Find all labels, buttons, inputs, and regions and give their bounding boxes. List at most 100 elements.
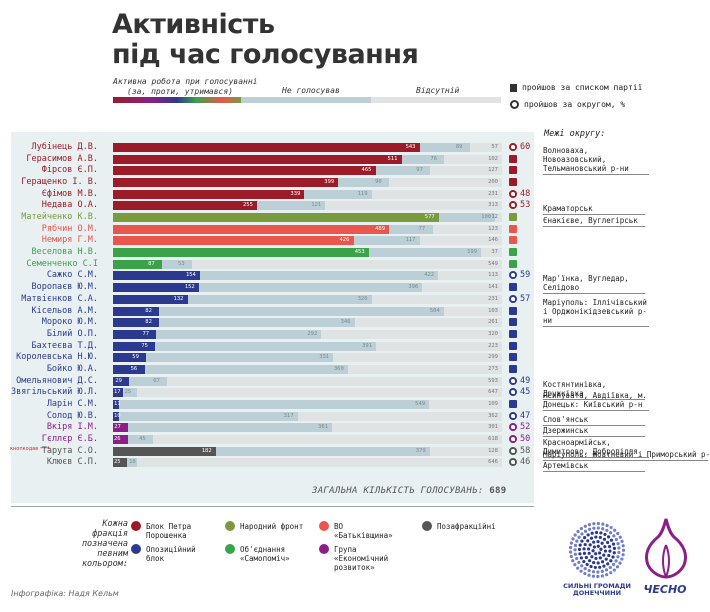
legend-district-mandate-label: пройшов за округом, % [524,100,626,109]
absent-segment [389,178,502,188]
absent-value: 647 [488,389,498,396]
annotation-button-presser: кнопкодав ⟶ [10,444,50,452]
faction-color-dot [131,544,141,554]
not-voting-value: 549 [415,400,426,407]
deputy-name: Немиря Г.М. [41,235,98,246]
absent-segment [136,388,502,398]
absent-value: 123 [488,225,498,232]
not-voting-segment [199,271,439,281]
active-value: 87 [148,260,155,267]
not-voting-segment [162,259,193,269]
title-line-1: Активність [112,9,275,40]
absent-value: 109 [488,400,498,407]
vote-bar: 132 326 231 [113,294,502,304]
active-value: 82 [145,307,152,314]
faction-color-dot [225,521,235,531]
vote-bar: 543 89 57 [113,143,502,152]
vote-bar: 426 117 146 [113,236,502,246]
bottom-divider [11,506,534,507]
district-mandate-icon [509,294,517,303]
vote-bar: 11 549 109 [113,399,502,409]
not-voting-value: 326 [357,295,368,302]
deputy-row: Бойко Ю.А. 56 360 273 [0,364,535,375]
deputy-row: Геращенко І. В. 399 90 200 [0,177,535,188]
deputy-name: Вкіря І.М. [46,422,98,433]
absent-value: 646 [488,459,498,466]
active-segment [113,353,147,363]
title-line-2: під час голосування [112,39,419,70]
district-label: Дзержинськ [543,426,645,438]
not-voting-value: 18 [129,459,136,466]
not-voting-value: 379 [415,447,426,454]
deputy-name: Королевська Н.Ю. [16,352,98,363]
absent-segment [321,329,502,339]
not-voting-segment [375,166,431,176]
faction-color-dot [319,544,329,554]
deputy-row: Рябчин О.М. 489 77 123 [0,224,535,235]
list-mandate-icon [509,341,517,350]
deputy-name: Білий О.П. [46,328,98,339]
district-percent: 60 [520,142,531,152]
faction-color-dot [319,521,329,531]
absent-value: 128 [488,447,498,454]
district-label: Волноваха, Новоазовський, Тельмановський… [543,146,649,175]
not-voting-segment [144,364,348,374]
vote-bar: 75 391 223 [113,341,502,351]
deputy-row: Недава О.А. 255 121 313 53 [0,200,535,211]
district-percent: 57 [520,293,531,304]
deputy-row: Солод Ю.В. 10 317 362 47 [0,411,535,422]
absent-value: 320 [488,330,498,337]
deputy-name: Клюєв С.П. [46,457,98,468]
deputy-row: Звягільський Ю.Л. 17 25 647 45 [0,387,535,398]
list-mandate-icon [509,178,517,187]
absent-segment [438,271,502,281]
absent-value: 141 [488,284,498,291]
deputy-name: Воропаєв Ю.М. [31,282,98,293]
not-voting-segment [127,458,138,468]
vote-bar: 465 97 127 [113,166,502,176]
absent-segment [430,166,502,176]
faction-note: Кожна фракція позначена певним кольором: [81,519,128,569]
absent-value: 102 [488,155,498,162]
absent-segment [432,224,502,234]
not-voting-segment [129,376,168,386]
deputy-name: Фірсов Є.П. [41,165,98,176]
absent-segment [137,458,502,468]
deputy-name: Матейченко К.В. [21,212,98,223]
active-segment [113,271,200,281]
faction-label: Об'єднання «Самопоміч» [240,545,290,563]
not-voting-segment [256,201,326,211]
deputy-row: Єфімов М.В. 339 119 231 48 [0,189,535,200]
legend-active-swatch [113,97,241,103]
not-voting-value: 360 [333,365,344,372]
not-voting-segment [119,399,430,409]
not-voting-segment [419,143,470,152]
deputy-row: Білий О.П. 77 292 320 [0,329,535,340]
active-value: 577 [424,214,435,221]
absent-value: 299 [488,354,498,361]
list-mandate-icon [509,154,517,163]
absent-segment [371,189,502,199]
district-mandate-icon [509,423,517,432]
active-segment [113,364,145,374]
strong-communities-logo [568,521,626,579]
deputy-row: Воропаєв Ю.М. 152 396 141 [0,282,535,293]
active-value: 511 [387,155,398,162]
absent-value: 223 [488,342,498,349]
district-label: Артемівськ [543,461,645,473]
district-label: Ясинувата, Авдіївка, м. Донецьк: Київськ… [543,391,649,412]
not-voting-segment [389,224,433,234]
not-voting-segment [304,189,372,199]
list-mandate-icon [509,224,517,233]
not-voting-segment [187,294,372,304]
district-percent: 45 [520,387,531,398]
vote-bar: 26 45 618 [113,435,502,444]
absent-value: 103 [488,307,498,314]
not-voting-value: 77 [418,225,426,232]
list-mandate-icon [509,248,517,257]
vote-bar: 17 25 647 [113,388,502,398]
not-voting-segment [438,213,496,223]
deputy-row: Мороко Ю.М. 82 346 261 [0,317,535,328]
absent-segment [354,318,502,328]
active-segment [113,166,376,176]
